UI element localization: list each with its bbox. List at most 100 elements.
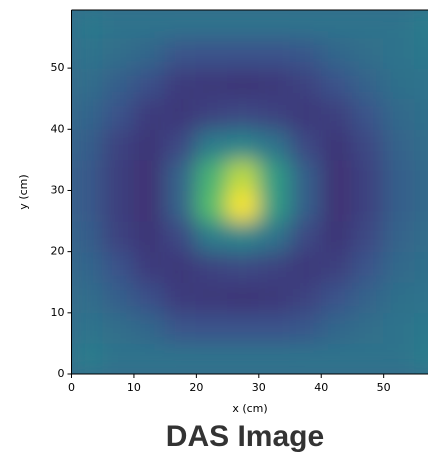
heatmap-cell (164, 189, 197, 222)
heatmap-cell (102, 98, 135, 130)
heatmap-cell (227, 189, 260, 222)
heatmap-cell (289, 98, 322, 130)
heatmap-cell (414, 312, 428, 344)
heatmap-cell (414, 37, 428, 69)
heatmap-cell (71, 10, 104, 39)
heatmap-cell (133, 67, 166, 100)
heatmap-cell (289, 37, 322, 69)
heatmap-cell (133, 220, 166, 253)
heatmap-cell (383, 281, 416, 314)
heatmap-cell (195, 128, 229, 161)
heatmap-cell (351, 220, 385, 253)
heatmap-cell (195, 189, 229, 222)
heatmap-cell (164, 312, 197, 344)
heatmap-cell (258, 251, 291, 283)
heatmap-cell (258, 98, 291, 130)
heatmap-cell (320, 37, 353, 69)
heatmap-cell (320, 98, 353, 130)
heatmap-cell (258, 67, 291, 100)
heatmap-cell (258, 281, 291, 314)
heatmap-cell (133, 10, 166, 39)
heatmap-cell (71, 312, 104, 344)
heatmap-cell (102, 342, 135, 374)
heatmap-cell (195, 67, 229, 100)
heatmap-cell (133, 37, 166, 69)
x-tick-label: 30 (252, 381, 266, 394)
heatmap-cell (289, 251, 322, 283)
heatmap-cell (227, 98, 260, 130)
heatmap-cell (383, 159, 416, 191)
heatmap-cell (133, 281, 166, 314)
heatmap-cell (195, 251, 229, 283)
heatmap-cell (71, 67, 104, 100)
heatmap-cell (414, 281, 428, 314)
y-tick-label: 10 (51, 306, 65, 319)
heatmap-cell (102, 189, 135, 222)
heatmap-cell (289, 281, 322, 314)
heatmap-cell (227, 37, 260, 69)
heatmap-cell (383, 342, 416, 374)
heatmap-cell (289, 342, 322, 374)
heatmap-cell (164, 281, 197, 314)
x-tick-label: 20 (189, 381, 203, 394)
heatmap-cell (195, 342, 229, 374)
heatmap-cell (102, 312, 135, 344)
heatmap-cell (383, 10, 416, 39)
heatmap-cell (383, 220, 416, 253)
y-tick-label: 0 (58, 367, 65, 380)
heatmap-cell (351, 342, 385, 374)
x-axis-label: x (cm) (232, 402, 267, 415)
heatmap-cell (71, 220, 104, 253)
heatmap-cell (320, 220, 353, 253)
x-tick-label: 0 (68, 381, 75, 394)
plot-area (71, 10, 428, 374)
axes: 0 10 20 30 40 50 0 10 20 30 40 50 (51, 9, 428, 394)
heatmap-cell (351, 312, 385, 344)
heatmap-cell (289, 10, 322, 39)
heatmap-cell (164, 37, 197, 69)
y-tick-label: 40 (51, 122, 65, 135)
heatmap-cell (164, 10, 197, 39)
heatmap-cell (383, 98, 416, 130)
heatmap-cell (164, 98, 197, 130)
heatmap-cell (133, 159, 166, 191)
heatmap-cell (383, 128, 416, 161)
heatmap-cell (133, 251, 166, 283)
heatmap-cell (133, 128, 166, 161)
heatmap-cell (102, 128, 135, 161)
heatmap-cell (320, 342, 353, 374)
heatmap-cell (227, 67, 260, 100)
heatmap-cell (414, 10, 428, 39)
heatmap-cell (414, 67, 428, 100)
heatmap-cell (414, 189, 428, 222)
y-tick-label: 30 (51, 183, 65, 196)
heatmap-cell (164, 342, 197, 374)
heatmap-cell (414, 128, 428, 161)
heatmap-cell (71, 128, 104, 161)
heatmap-cell (133, 342, 166, 374)
heatmap-cell (320, 67, 353, 100)
heatmap-cell (195, 312, 229, 344)
heatmap-cell (258, 128, 291, 161)
heatmap-cell (351, 189, 385, 222)
heatmap-cell (133, 189, 166, 222)
heatmap-cell (102, 10, 135, 39)
heatmap-cell (289, 159, 322, 191)
heatmap-cell (195, 159, 229, 191)
heatmap-cell (227, 128, 260, 161)
heatmap-cell (102, 159, 135, 191)
heatmap-cell (258, 342, 291, 374)
heatmap-cell (289, 67, 322, 100)
heatmap-cell (351, 159, 385, 191)
heatmap-cell (102, 251, 135, 283)
heatmap-cell (102, 281, 135, 314)
heatmap-cell (351, 37, 385, 69)
heatmap-cell (258, 159, 291, 191)
heatmap-cell (133, 312, 166, 344)
heatmap-cell (383, 312, 416, 344)
heatmap-cell (102, 67, 135, 100)
heatmap-cell (258, 189, 291, 222)
heatmap-cell (195, 10, 229, 39)
heatmap-cell (133, 98, 166, 130)
x-tick-label: 10 (127, 381, 141, 394)
